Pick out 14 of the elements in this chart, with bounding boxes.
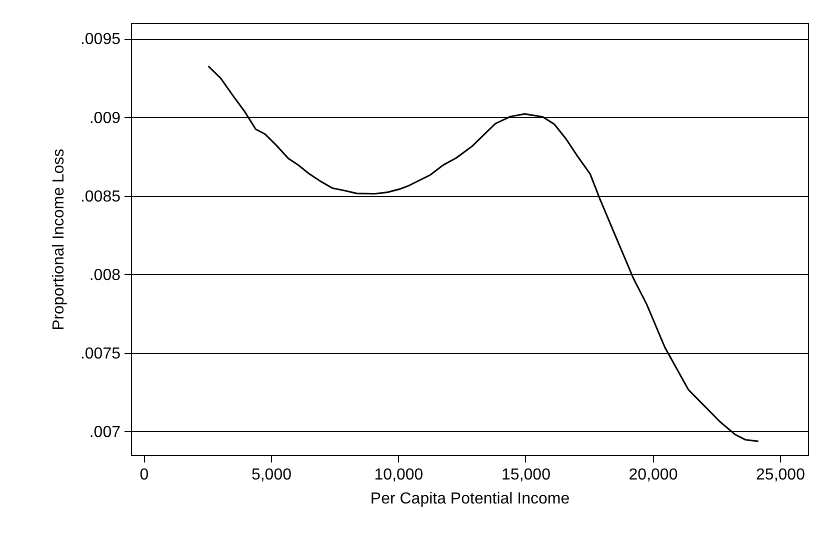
y-tick-label: .0085 <box>80 188 121 206</box>
x-tick-label: 5,000 <box>251 466 292 484</box>
y-tick-label: .008 <box>89 266 121 284</box>
y-tick-label: .0095 <box>80 31 121 48</box>
y-tick-label: .0075 <box>80 345 121 362</box>
x-axis-title: Per Capita Potential Income <box>370 490 570 508</box>
x-tick-label: 20,000 <box>628 466 678 484</box>
y-axis-title: Proportional Income Loss <box>50 148 68 330</box>
y-tick-label: .009 <box>89 110 121 127</box>
x-tick-label: 15,000 <box>502 466 551 484</box>
x-tick-label: 10,000 <box>374 466 424 484</box>
x-tick-label: 0 <box>140 466 149 484</box>
y-tick-label: .007 <box>89 424 121 441</box>
x-tick-label: 25,000 <box>756 466 806 484</box>
